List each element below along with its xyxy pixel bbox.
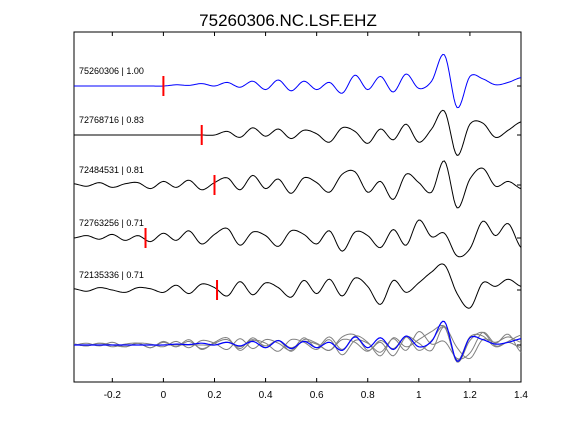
stack-panel <box>73 320 522 363</box>
chart-title: 75260306.NC.LSF.EHZ <box>199 11 377 30</box>
trace-line <box>74 53 522 109</box>
trace-group <box>73 53 522 309</box>
plot-area <box>73 31 522 383</box>
trace-label: 72768716 | 0.83 <box>79 115 144 125</box>
trace-line <box>74 109 522 156</box>
x-tick-label: 0.2 <box>208 390 222 401</box>
trace-label-group: 75260306 | 1.00 72768716 | 0.83 72484531 |… <box>79 66 144 280</box>
trace-label: 72135336 | 0.71 <box>79 270 144 280</box>
stack-trace-line <box>73 325 522 360</box>
trace-line <box>73 219 522 258</box>
pick-marker-group <box>144 76 219 300</box>
trace-label: 75260306 | 1.00 <box>79 66 144 76</box>
x-tick-label: 0.8 <box>361 390 375 401</box>
x-tick-label: 1.2 <box>463 390 477 401</box>
x-tick-label: 0.4 <box>259 390 273 401</box>
x-tick-label: 1.4 <box>514 390 528 401</box>
x-tick-label: -0.2 <box>104 390 122 401</box>
trace-line <box>73 263 522 309</box>
stack-reference-line <box>74 320 522 362</box>
trace-line <box>73 160 522 209</box>
x-tick-label: 1 <box>416 390 422 401</box>
trace-label: 72763256 | 0.71 <box>79 218 144 228</box>
trace-label: 72484531 | 0.81 <box>79 165 144 175</box>
x-tick-label: 0 <box>161 390 167 401</box>
stack-trace-line <box>73 330 522 360</box>
x-axis: -0.2 0 0.2 0.4 0.6 0.8 1 1.2 1.4 <box>104 32 528 401</box>
x-tick-label: 0.6 <box>310 390 324 401</box>
